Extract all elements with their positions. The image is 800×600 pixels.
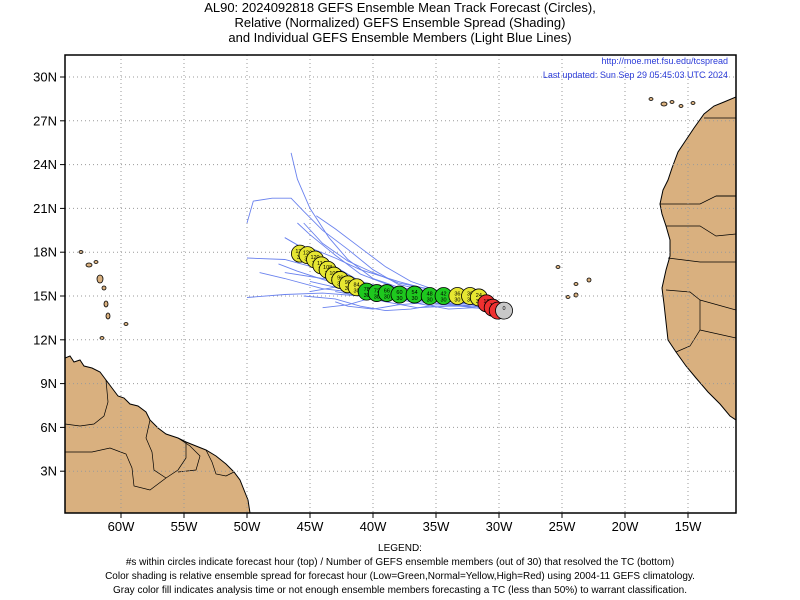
land-lesser-antilles: [78, 250, 129, 340]
lat-tick-label: 21N: [33, 201, 57, 216]
map-grid: [65, 55, 736, 513]
lon-tick-label: 25W: [549, 519, 576, 534]
forecast-hour-label: 60: [396, 290, 402, 296]
longitude-tick-labels: 60W 55W 50W 45W 40W 35W 30W 25W 20W 15W: [108, 513, 702, 534]
forecast-hour-label: 72: [374, 289, 380, 295]
lat-tick-label: 12N: [33, 332, 57, 347]
land-south-america: [65, 355, 251, 513]
member-count-label: 30: [467, 298, 473, 304]
forecast-hour-label: 30: [467, 292, 473, 298]
chart-title-line-3: and Individual GEFS Ensemble Members (Li…: [228, 30, 572, 45]
lon-tick-label: 35W: [423, 519, 450, 534]
forecast-hour-label: 108: [323, 265, 332, 271]
member-count-label: 30: [345, 286, 351, 292]
mean-track-point: 0: [495, 301, 513, 320]
forecast-hour-label: 78: [364, 287, 370, 293]
lat-tick-label: 18N: [33, 245, 57, 260]
source-url[interactable]: http://moe.met.fsu.edu/tcspread: [601, 56, 728, 66]
ocean-background: [65, 55, 736, 513]
legend-heading: LEGEND:: [378, 543, 422, 554]
member-count-label: 30: [354, 289, 360, 295]
forecast-hour-label: 96: [337, 275, 343, 281]
lon-tick-label: 50W: [234, 519, 261, 534]
lon-tick-label: 15W: [675, 519, 702, 534]
forecast-hour-label: 90: [345, 280, 351, 286]
track-map: 1323012630120301143010830102309630903084…: [33, 54, 737, 534]
forecast-hour-label: 84: [354, 283, 360, 289]
legend-line-3: Gray color fill indicates analysis time …: [113, 585, 687, 596]
land-africa: [659, 96, 736, 421]
country-borders-south-america: [65, 379, 235, 491]
forecast-hour-label: 0: [503, 306, 506, 312]
member-count-label: 30: [384, 295, 390, 301]
legend-line-1: #s within circles indicate forecast hour…: [125, 557, 675, 568]
forecast-hour-label: 24: [476, 293, 482, 299]
member-count-label: 30: [374, 295, 380, 301]
member-count-label: 30: [454, 298, 460, 304]
forecast-hour-label: 48: [427, 292, 433, 298]
map-frame: [64, 54, 737, 514]
legend-line-2: Color shading is relative ensemble sprea…: [105, 571, 695, 582]
lat-tick-label: 3N: [40, 464, 57, 479]
forecast-hour-label: 36: [454, 292, 460, 298]
mean-track-circles: 1323012630120301143010830102309630903084…: [291, 244, 513, 320]
land-canary-islands: [648, 97, 696, 108]
lat-tick-label: 6N: [40, 420, 57, 435]
forecast-hour-label: 126: [303, 251, 312, 257]
member-count-label: 30: [396, 296, 402, 302]
forecast-hour-label: 42: [440, 292, 446, 298]
member-count-label: 30: [440, 298, 446, 304]
chart-title-line-2: Relative (Normalized) GEFS Ensemble Spre…: [234, 15, 566, 30]
lon-tick-label: 45W: [297, 519, 324, 534]
lat-tick-label: 15N: [33, 289, 57, 304]
chart-title-line-1: AL90: 2024092818 GEFS Ensemble Mean Trac…: [204, 0, 596, 15]
lat-tick-label: 24N: [33, 157, 57, 172]
lat-tick-label: 27N: [33, 113, 57, 128]
lon-tick-label: 55W: [171, 519, 198, 534]
mean-track-circle: [495, 301, 513, 320]
last-updated: Last updated: Sun Sep 29 05:45:03 UTC 20…: [543, 70, 728, 80]
member-count-label: 30: [364, 293, 370, 299]
forecast-hour-label: 66: [384, 289, 390, 295]
member-count-label: 30: [412, 296, 418, 302]
member-count-label: 30: [427, 298, 433, 304]
lat-tick-label: 9N: [40, 376, 57, 391]
lon-tick-label: 20W: [612, 519, 639, 534]
lat-tick-label: 30N: [33, 70, 57, 85]
country-borders: [660, 117, 736, 353]
lon-tick-label: 60W: [108, 519, 135, 534]
latitude-tick-labels: 30N 27N 24N 21N 18N 15N 12N 9N 6N 3N: [33, 70, 65, 479]
lon-tick-label: 30W: [486, 519, 513, 534]
forecast-hour-label: 54: [412, 290, 418, 296]
forecast-hour-label: 120: [310, 255, 319, 261]
lon-tick-label: 40W: [360, 519, 387, 534]
